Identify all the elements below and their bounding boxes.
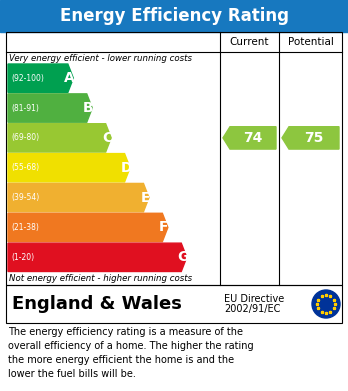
Polygon shape [282, 127, 339, 149]
Polygon shape [8, 64, 73, 92]
Polygon shape [8, 243, 187, 271]
Text: Current: Current [230, 37, 269, 47]
Text: (92-100): (92-100) [11, 74, 44, 83]
Text: (69-80): (69-80) [11, 133, 39, 142]
Bar [0, 0, 348, 32]
Text: (39-54): (39-54) [11, 193, 39, 202]
Bar [6, 285, 342, 323]
Text: G: G [177, 250, 189, 264]
Text: Energy Efficiency Rating: Energy Efficiency Rating [60, 7, 288, 25]
Text: B: B [83, 101, 94, 115]
Polygon shape [8, 154, 130, 182]
Text: E: E [140, 190, 150, 204]
Text: EU Directive: EU Directive [224, 294, 284, 304]
Text: Not energy efficient - higher running costs: Not energy efficient - higher running co… [9, 274, 192, 283]
Text: Potential: Potential [287, 37, 333, 47]
Text: (81-91): (81-91) [11, 104, 39, 113]
Bar [6, 32, 342, 285]
Text: (55-68): (55-68) [11, 163, 39, 172]
Text: Very energy efficient - lower running costs: Very energy efficient - lower running co… [9, 54, 192, 63]
Polygon shape [8, 183, 149, 212]
Text: (1-20): (1-20) [11, 253, 34, 262]
Polygon shape [223, 127, 276, 149]
Polygon shape [8, 213, 168, 242]
Circle shape [312, 290, 340, 318]
Text: C: C [102, 131, 112, 145]
Text: 75: 75 [304, 131, 324, 145]
Polygon shape [8, 124, 111, 152]
Text: 2002/91/EC: 2002/91/EC [224, 304, 280, 314]
Text: 74: 74 [243, 131, 263, 145]
Text: England & Wales: England & Wales [12, 295, 182, 313]
Text: F: F [159, 221, 169, 235]
Text: The energy efficiency rating is a measure of the
overall efficiency of a home. T: The energy efficiency rating is a measur… [8, 327, 254, 379]
Text: D: D [120, 161, 132, 175]
Text: (21-38): (21-38) [11, 223, 39, 232]
Polygon shape [8, 94, 92, 122]
Text: A: A [64, 71, 75, 85]
